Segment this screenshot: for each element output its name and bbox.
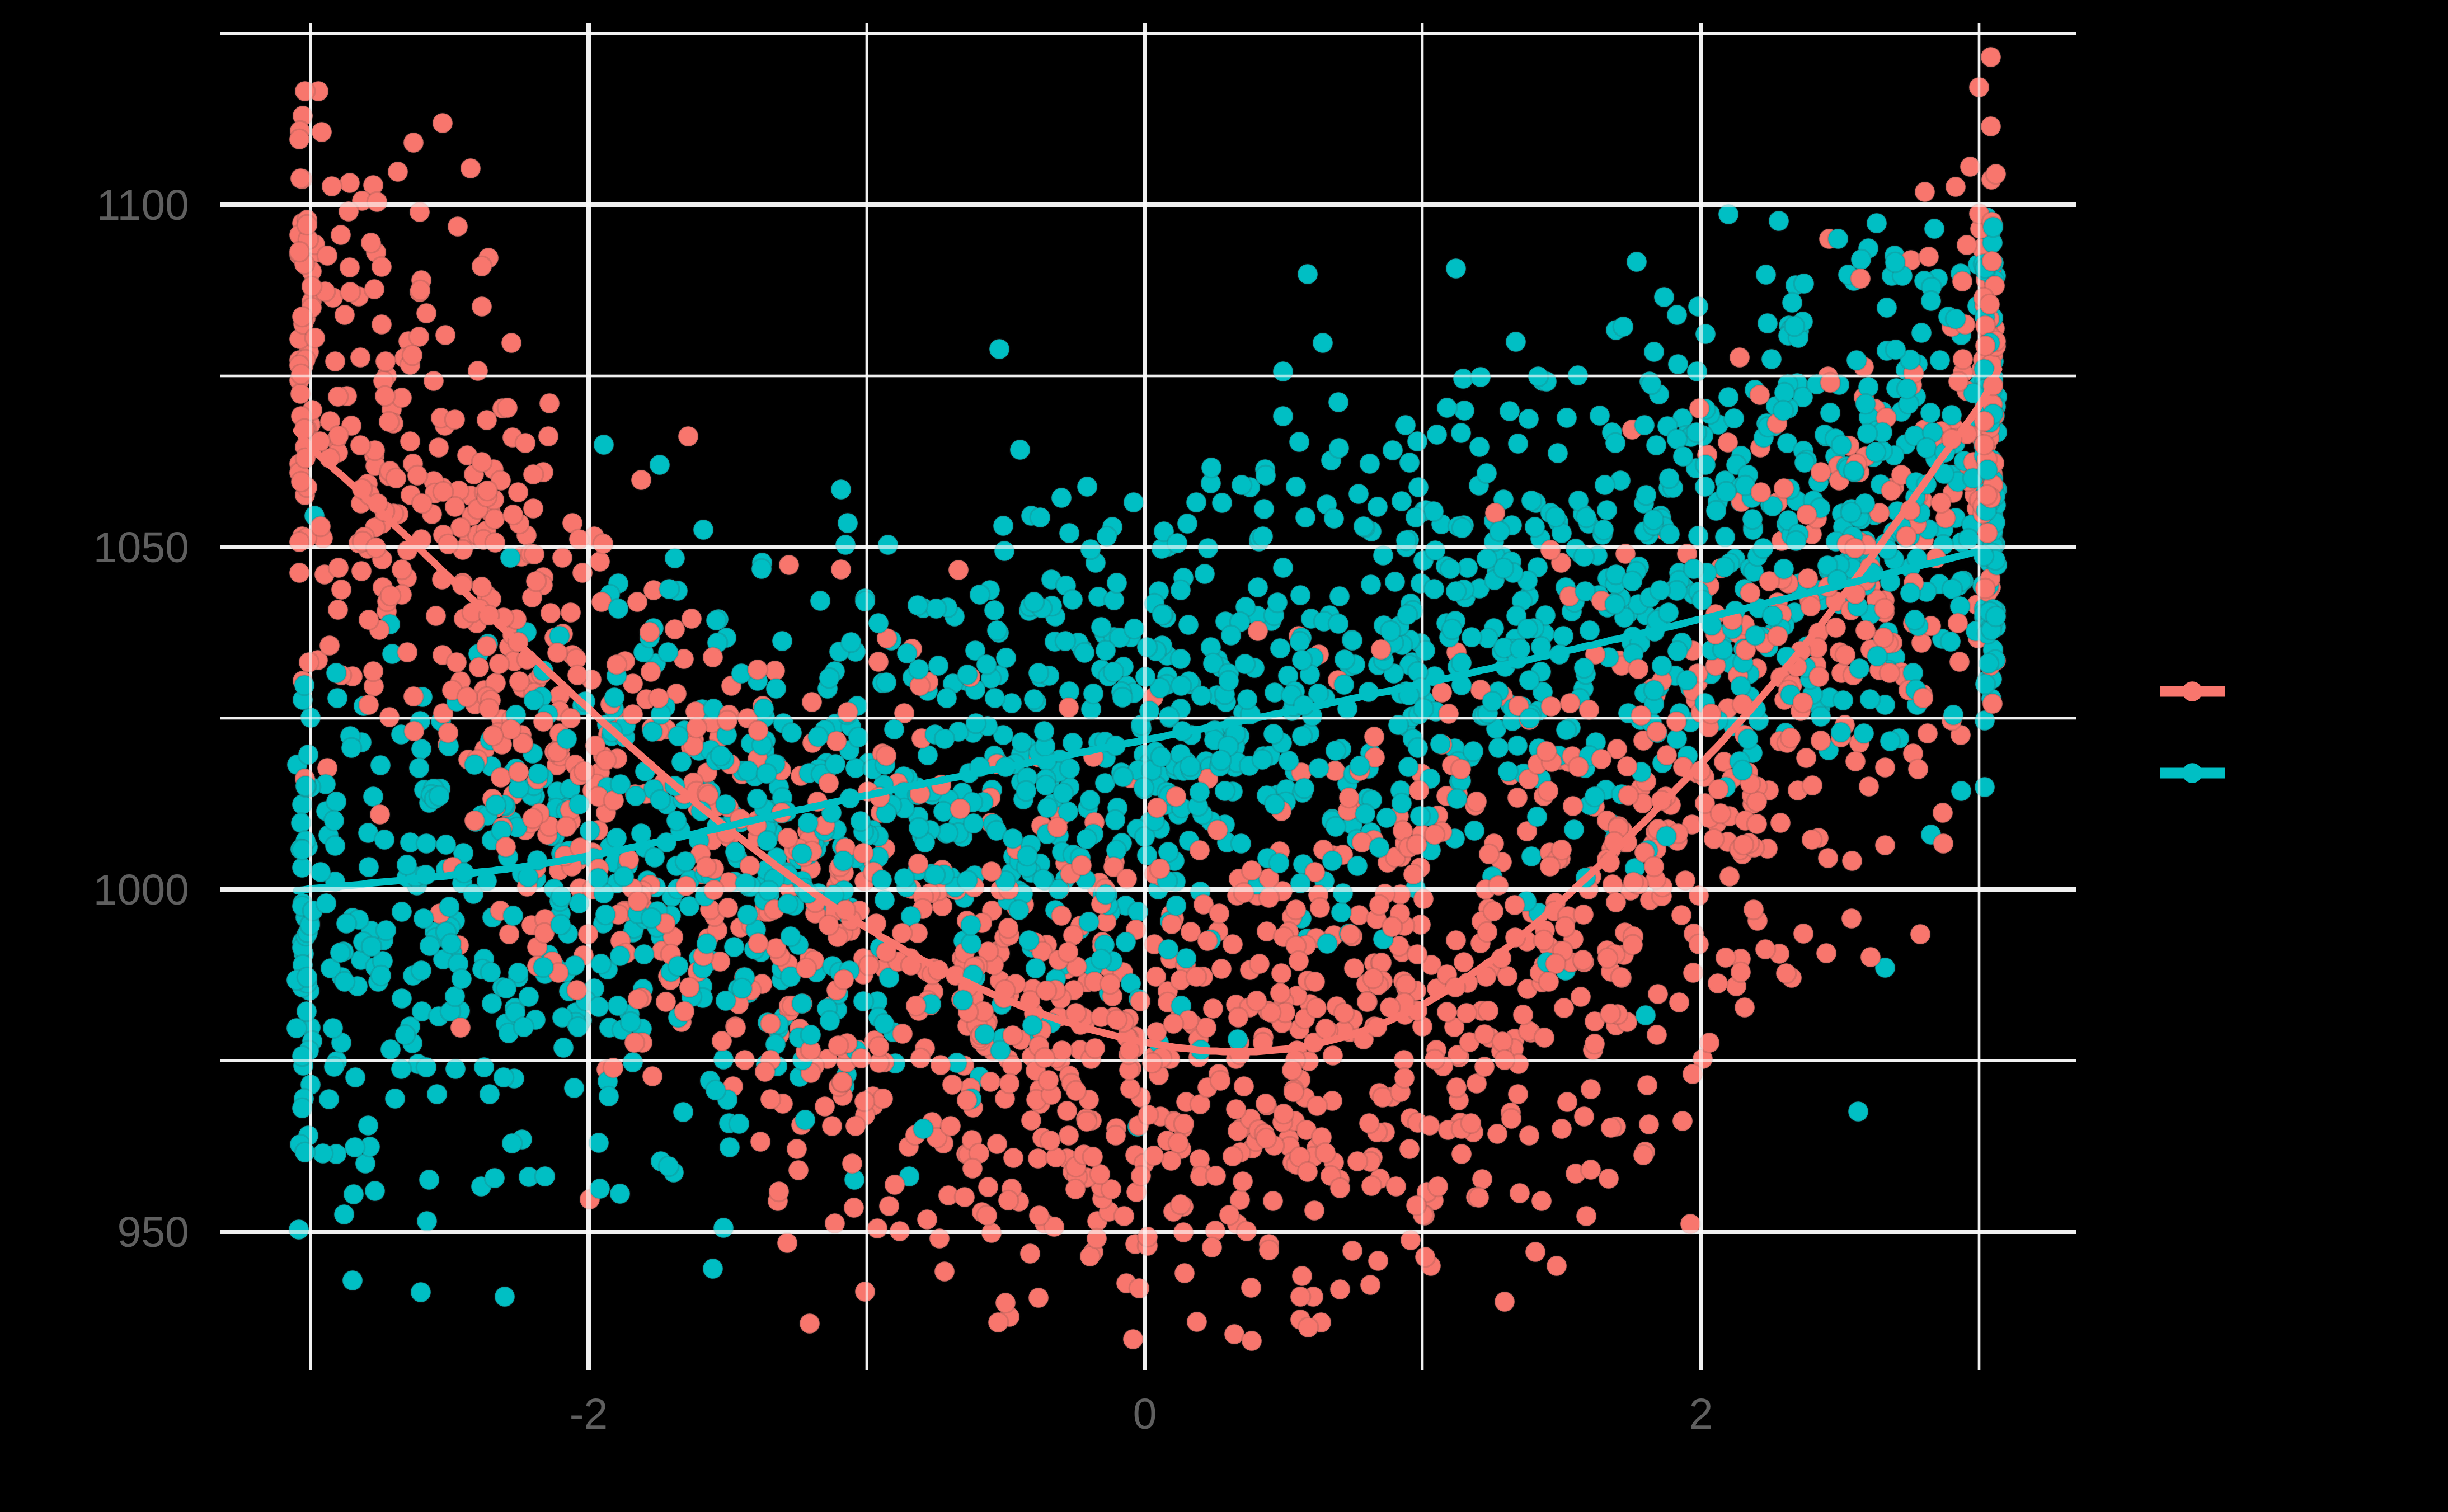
svg-text:1000: 1000 <box>93 866 189 914</box>
svg-text:2: 2 <box>1689 1390 1713 1438</box>
svg-text:1050: 1050 <box>93 524 189 572</box>
svg-text:-2: -2 <box>570 1390 608 1438</box>
svg-text:950: 950 <box>118 1208 189 1256</box>
svg-text:1100: 1100 <box>96 181 189 229</box>
svg-text:0: 0 <box>1133 1390 1157 1438</box>
